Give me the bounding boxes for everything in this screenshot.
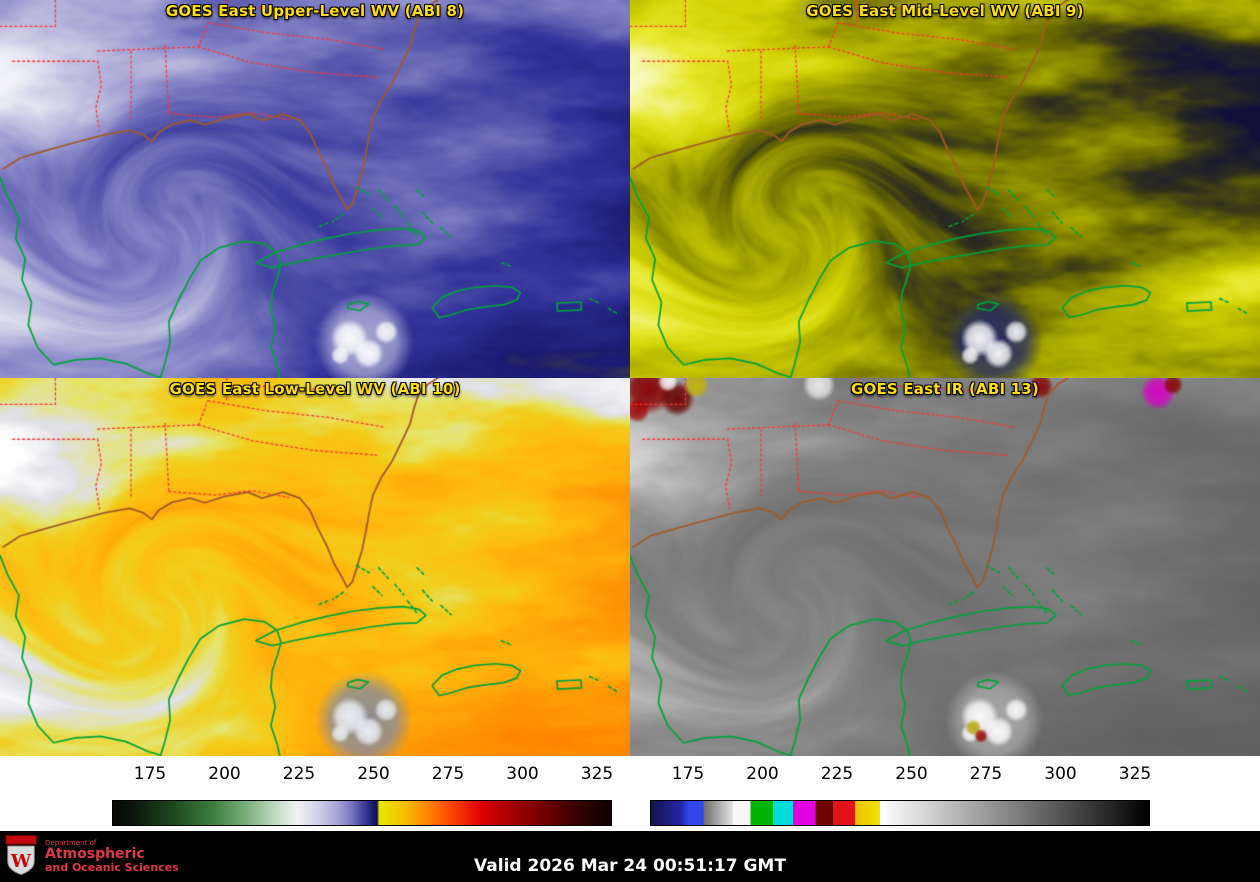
logo-name-line1: Atmospheric [45,846,145,863]
ir-colorbar-gradient [650,800,1150,826]
colorbar-tick-label: 250 [357,764,390,784]
panel-title: GOES East IR (ABI 13) [850,380,1039,398]
panel-low-level-wv: GOES East Low-Level WV (ABI 10) [0,378,630,756]
panel-title: GOES East Mid-Level WV (ABI 9) [806,2,1084,20]
footer-bar: W Department of Atmospheric and Oceanic … [0,831,1260,882]
valid-time-label: Valid 2026 Mar 24 00:51:17 GMT [474,856,786,876]
map-overlay-canvas [0,378,630,756]
colorbar-tick-label: 325 [1118,764,1152,784]
uw-aos-logo: W Department of Atmospheric and Oceanic … [3,833,179,880]
logo-name-line2: and Oceanic Sciences [45,860,179,874]
colorbar-tick-label: 200 [746,764,779,784]
wv-colorbar: 175 200 225 250 275 300 325 [112,756,614,831]
svg-text:W: W [10,851,32,872]
wv-colorbar-gradient [112,800,612,826]
colorbar-tick-label: 175 [133,764,167,784]
colorbar-tick-label: 175 [671,764,705,784]
panel-upper-level-wv: GOES East Upper-Level WV (ABI 8) [0,0,630,378]
colorbar-tick-label: 300 [1044,764,1077,784]
colorbar-tick-label: 275 [969,764,1003,784]
logo-dept-label: Department of [45,838,97,847]
colorbar-tick-label: 275 [431,764,465,784]
map-overlay-canvas [0,0,630,378]
ir-colorbar: 175 200 225 250 275 300 325 [650,756,1152,831]
map-overlay-canvas [630,0,1260,378]
panel-infrared: GOES East IR (ABI 13) [630,378,1260,756]
map-overlay-canvas [630,378,1260,756]
panel-mid-level-wv: GOES East Mid-Level WV (ABI 9) [630,0,1260,378]
colorbar-tick-label: 225 [282,764,316,784]
colorbar-tick-label: 225 [820,764,854,784]
colorbar-tick-label: 250 [895,764,928,784]
colorbar-tick-label: 200 [208,764,241,784]
colorbar-tick-label: 300 [506,764,539,784]
logo-text: Department of Atmospheric and Oceanic Sc… [45,839,179,874]
colorbar-tick-label: 325 [580,764,614,784]
colorbar-strip: 175 200 225 250 275 300 325 175 200 225 250 275 300… [0,756,1260,831]
panel-title: GOES East Upper-Level WV (ABI 8) [165,2,465,20]
uw-crest-icon: W [5,835,37,876]
panel-title: GOES East Low-Level WV (ABI 10) [169,380,461,398]
